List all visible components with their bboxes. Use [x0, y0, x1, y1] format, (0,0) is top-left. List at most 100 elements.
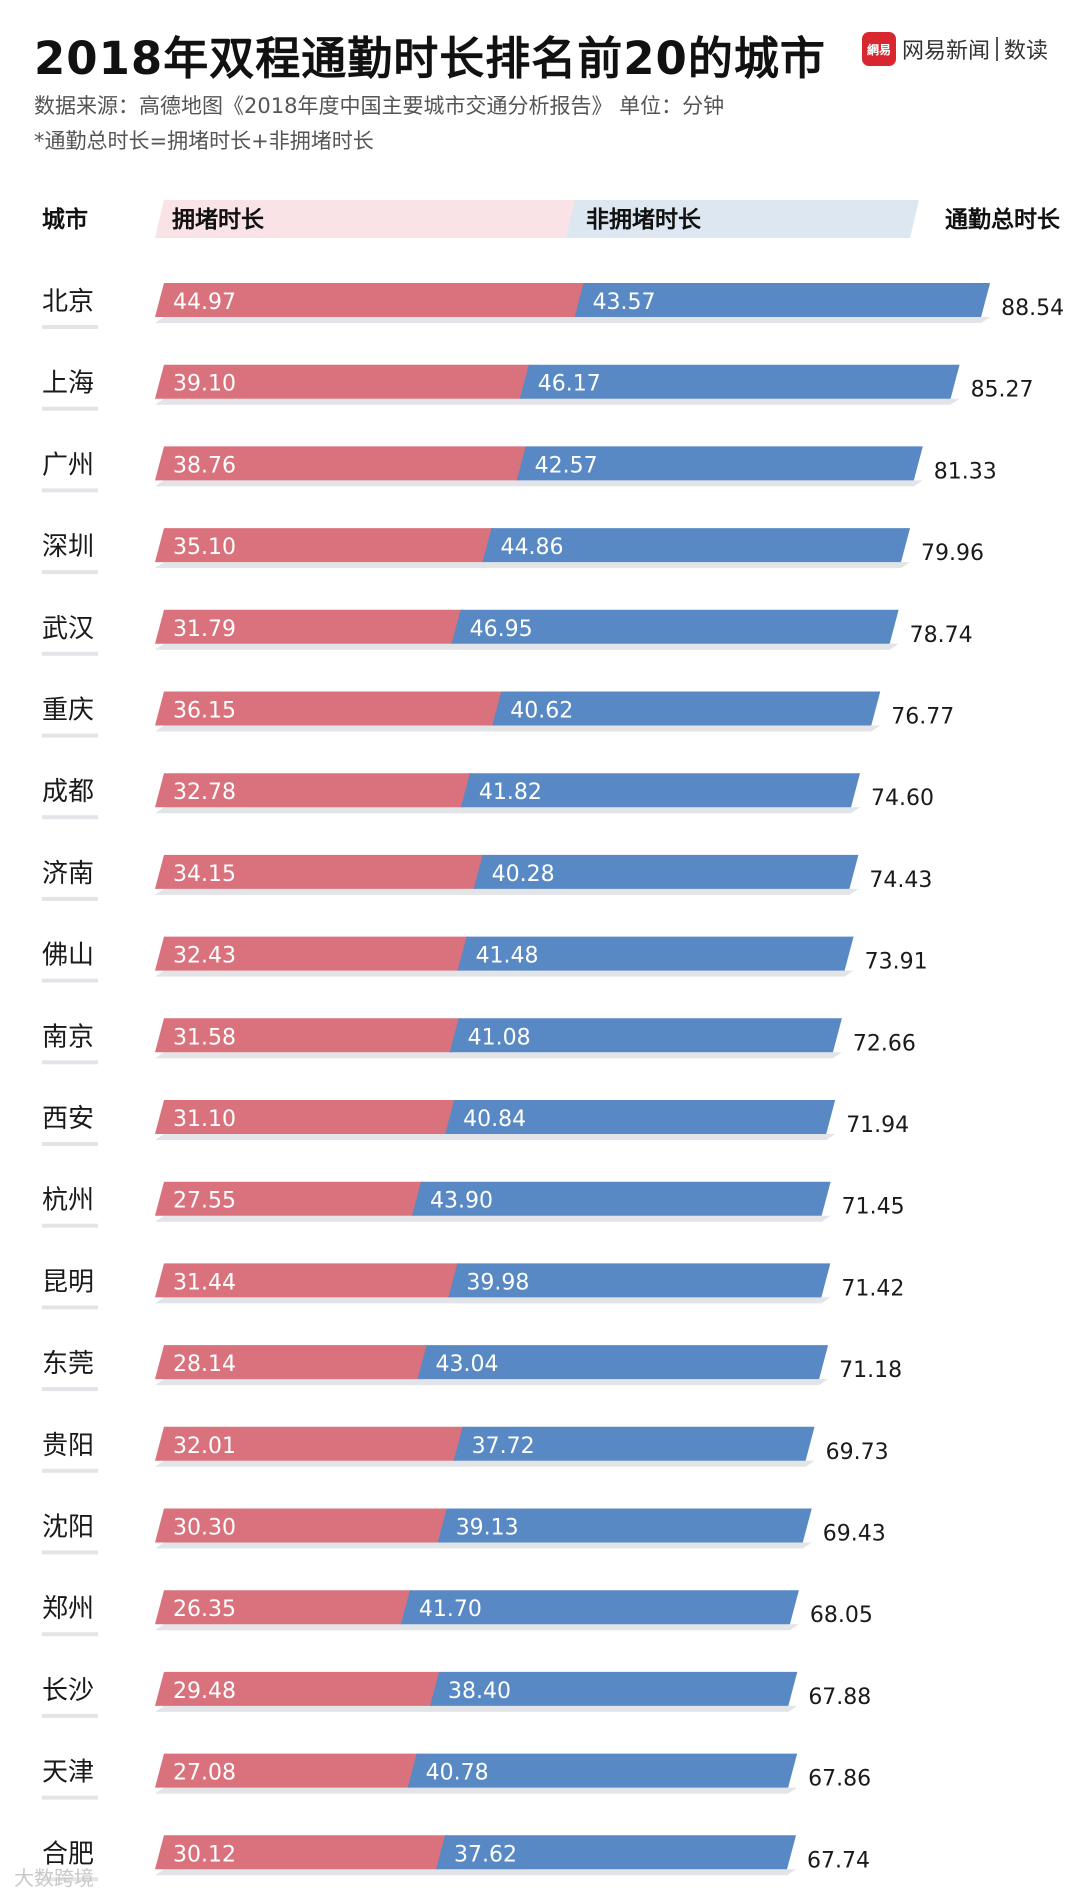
bar-congested — [155, 1753, 419, 1788]
bar-congested — [155, 936, 469, 971]
bar-congested — [155, 691, 504, 726]
bar-noncongested — [473, 854, 859, 889]
congested-value: 27.55 — [173, 1189, 236, 1214]
bar-noncongested — [460, 773, 861, 808]
congested-value: 29.48 — [173, 1679, 236, 1704]
bar-noncongested — [482, 528, 911, 563]
city-label: 杭州 — [42, 1186, 94, 1216]
noncongested-value: 39.98 — [466, 1270, 529, 1295]
bar-row: 北京 44.97 43.57 88.54 — [42, 283, 1064, 329]
noncongested-value: 37.72 — [472, 1434, 535, 1459]
congested-value: 31.79 — [173, 617, 236, 642]
city-label: 昆明 — [42, 1267, 94, 1297]
congested-value: 32.43 — [173, 944, 236, 969]
total-value: 74.43 — [869, 868, 932, 893]
city-label: 广州 — [42, 450, 94, 480]
bar-row: 合肥 30.12 37.62 67.74 — [42, 1835, 870, 1882]
bar-row: 武汉 31.79 46.95 78.74 — [42, 609, 973, 656]
bar-shadow — [155, 1215, 831, 1222]
noncongested-value: 44.86 — [500, 535, 563, 560]
noncongested-value: 40.84 — [463, 1107, 526, 1132]
bar-shadow — [155, 1134, 836, 1140]
congested-value: 31.10 — [173, 1107, 236, 1132]
bar-noncongested — [449, 1018, 842, 1053]
total-value: 72.66 — [853, 1031, 916, 1056]
congested-value: 30.30 — [173, 1516, 236, 1541]
bar-noncongested — [417, 1345, 829, 1380]
bar-shadow — [155, 643, 899, 650]
city-underline — [42, 488, 98, 493]
noncongested-value: 40.28 — [492, 862, 555, 887]
total-value: 67.74 — [807, 1848, 870, 1873]
bar-congested — [155, 1671, 442, 1706]
bar-congested — [155, 1508, 449, 1543]
city-underline — [42, 1305, 98, 1310]
bar-shadow — [155, 1297, 831, 1304]
bar-row: 深圳 35.10 44.86 79.96 — [42, 528, 984, 575]
bar-congested — [155, 1345, 429, 1380]
city-label: 济南 — [42, 859, 94, 889]
bar-congested — [155, 283, 586, 317]
bar-congested — [155, 1181, 424, 1216]
congested-value: 34.15 — [173, 862, 236, 887]
total-value: 88.54 — [1001, 296, 1064, 321]
header-congested: 拥堵时长 — [172, 207, 265, 233]
chart-rows: 北京 44.97 43.57 88.54 上海 39.10 46.17 85.27 广州 38.7… — [42, 283, 1064, 1882]
bar-shadow — [155, 1787, 798, 1794]
total-value: 68.05 — [810, 1603, 873, 1628]
noncongested-value: 41.82 — [479, 780, 542, 805]
bar-row: 佛山 32.43 41.48 73.91 — [42, 936, 928, 983]
brand-logo-group: 網易 网易新闻 数读 — [862, 32, 1048, 66]
city-underline — [42, 815, 98, 820]
bar-shadow — [155, 1869, 797, 1876]
bar-congested — [155, 773, 472, 808]
noncongested-value: 43.57 — [593, 290, 656, 315]
city-underline — [42, 1223, 98, 1228]
congested-value: 26.35 — [173, 1597, 236, 1622]
bar-congested — [155, 1100, 457, 1134]
city-label: 南京 — [42, 1022, 94, 1052]
total-value: 69.73 — [826, 1440, 889, 1465]
bar-row: 重庆 36.15 40.62 76.77 — [42, 691, 954, 738]
bar-row: 昆明 31.44 39.98 71.42 — [42, 1263, 904, 1310]
formula-note: *通勤总时长=拥堵时长+非拥堵时长 — [34, 129, 374, 153]
bar-row: 南京 31.58 41.08 72.66 — [42, 1018, 916, 1065]
bar-shadow — [155, 480, 923, 487]
chart-header: 城市 拥堵时长 非拥堵时长 通勤总时长 — [42, 200, 1061, 238]
bar-congested — [155, 1263, 460, 1298]
brand-separator — [996, 37, 999, 61]
city-underline — [42, 896, 98, 901]
noncongested-value: 40.78 — [426, 1761, 489, 1786]
city-label: 北京 — [42, 287, 94, 317]
bar-shadow — [155, 317, 991, 323]
total-value: 73.91 — [865, 950, 928, 975]
noncongested-value: 46.17 — [538, 372, 601, 397]
bar-noncongested — [453, 1426, 815, 1461]
congested-value: 31.44 — [173, 1270, 236, 1295]
header-city: 城市 — [42, 206, 88, 233]
bar-shadow — [155, 1705, 798, 1712]
congested-value: 27.08 — [173, 1761, 236, 1786]
bar-noncongested — [451, 609, 899, 644]
city-underline — [42, 1795, 98, 1800]
city-underline — [42, 1550, 98, 1555]
brand-name: 网易新闻 — [902, 39, 991, 64]
bar-congested — [155, 364, 531, 399]
bar-congested — [155, 1426, 465, 1461]
bar-congested — [155, 1835, 448, 1870]
bar-shadow — [155, 970, 854, 977]
noncongested-value: 39.13 — [456, 1516, 519, 1541]
noncongested-value: 41.08 — [468, 1025, 531, 1050]
city-underline — [42, 1060, 98, 1065]
chart-title: 2018年双程通勤时长排名前20的城市 — [34, 32, 826, 85]
noncongested-value: 43.04 — [436, 1352, 499, 1377]
congested-value: 32.78 — [173, 780, 236, 805]
bar-shadow — [155, 1542, 812, 1549]
bar-noncongested — [430, 1671, 798, 1706]
bar-row: 郑州 26.35 41.70 68.05 — [42, 1590, 873, 1637]
congested-value: 31.58 — [173, 1025, 236, 1050]
city-underline — [42, 1713, 98, 1718]
total-value: 81.33 — [934, 459, 997, 484]
city-underline — [42, 1387, 98, 1392]
